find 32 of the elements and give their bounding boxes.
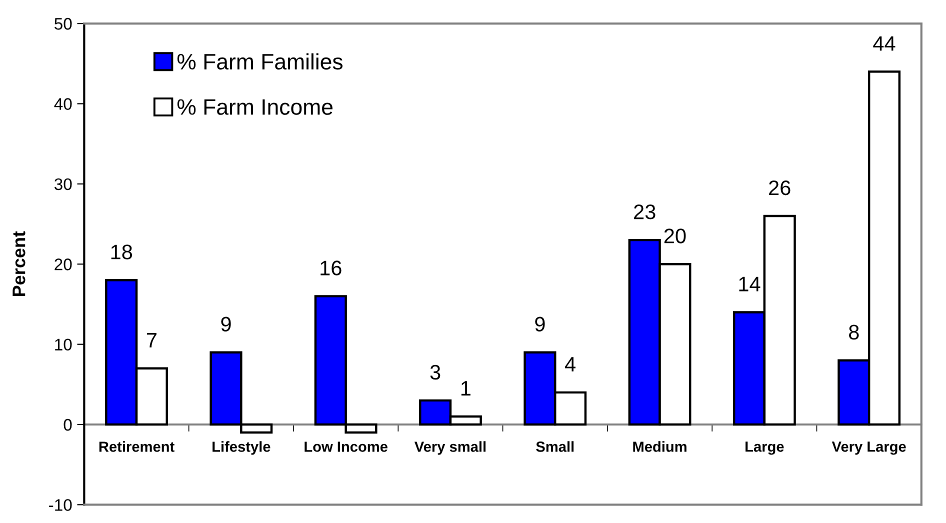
data-label: 16 bbox=[320, 260, 342, 276]
x-tick-label: Small bbox=[536, 441, 574, 452]
data-label: 1 bbox=[461, 381, 470, 396]
data-label: 14 bbox=[739, 276, 760, 292]
y-tick-label: 40 bbox=[54, 98, 72, 110]
y-tick-label: 0 bbox=[64, 418, 72, 431]
x-tick-label: Very Large bbox=[832, 442, 906, 455]
y-tick-label: 50 bbox=[54, 18, 72, 30]
y-axis-title: Percent bbox=[12, 231, 26, 296]
data-label: 18 bbox=[111, 244, 132, 260]
y-tick-label: -10 bbox=[49, 499, 72, 511]
data-label: 20 bbox=[664, 228, 686, 244]
data-label: 9 bbox=[535, 316, 545, 332]
data-label: 23 bbox=[634, 204, 656, 220]
x-tick-label: Low Income bbox=[304, 442, 388, 452]
data-label: 7 bbox=[146, 333, 156, 348]
data-label: 26 bbox=[769, 180, 790, 196]
y-tick-label: 30 bbox=[54, 178, 72, 190]
data-label: 44 bbox=[873, 36, 896, 51]
y-tick-label: 10 bbox=[55, 338, 72, 351]
data-label: 3 bbox=[430, 364, 440, 380]
x-tick-label: Retirement bbox=[99, 441, 174, 452]
data-label: 4 bbox=[564, 357, 576, 372]
x-tick-label: Medium bbox=[633, 441, 686, 452]
data-label: 9 bbox=[221, 316, 231, 332]
y-tick-label: 20 bbox=[54, 258, 72, 270]
data-label: 8 bbox=[849, 324, 859, 340]
x-tick-label: Very small bbox=[414, 441, 486, 455]
legend-label: % Farm Income bbox=[177, 99, 332, 115]
legend-label: % Farm Families bbox=[177, 53, 343, 70]
x-tick-label: Large bbox=[746, 442, 784, 455]
x-tick-label: Lifestyle bbox=[212, 441, 270, 455]
